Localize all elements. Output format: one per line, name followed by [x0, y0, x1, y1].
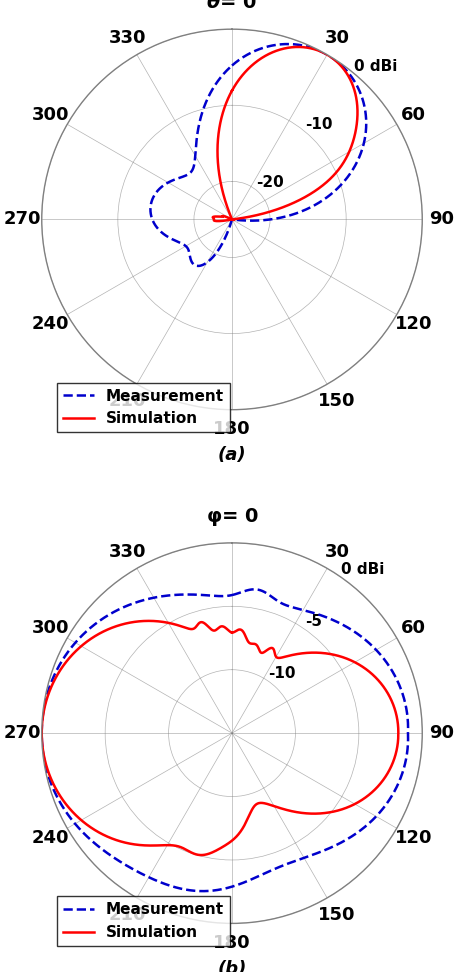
Simulation [350, 83, 356, 94]
Measurement [173, 235, 178, 247]
Title: $\boldsymbol{\varphi}$= 0: $\boldsymbol{\varphi}$= 0 [205, 506, 258, 528]
Simulation [370, 784, 376, 796]
Line: Simulation: Simulation [42, 621, 397, 855]
Measurement [229, 59, 234, 71]
Simulation [229, 214, 234, 226]
Simulation [263, 644, 269, 656]
Simulation [300, 42, 306, 53]
Legend: Measurement, Simulation: Measurement, Simulation [57, 896, 230, 946]
Text: (a): (a) [217, 446, 246, 465]
Measurement [333, 616, 339, 628]
Measurement [332, 615, 338, 627]
Measurement [354, 81, 359, 92]
Simulation [303, 647, 308, 659]
Measurement [229, 589, 234, 601]
Simulation [304, 647, 310, 659]
Simulation [39, 727, 44, 739]
Line: Measurement: Measurement [150, 44, 365, 266]
Measurement [147, 202, 153, 214]
Measurement [56, 795, 62, 807]
Measurement [301, 40, 307, 52]
Simulation [255, 798, 260, 810]
Legend: Measurement, Simulation: Measurement, Simulation [57, 383, 230, 433]
Measurement [323, 49, 329, 60]
Simulation [324, 49, 329, 60]
Simulation [59, 793, 65, 805]
Simulation [229, 627, 234, 639]
Simulation [229, 627, 234, 639]
Simulation [210, 211, 216, 223]
Simulation [229, 85, 234, 96]
Simulation [229, 214, 234, 226]
Measurement [41, 701, 47, 712]
Simulation [351, 85, 357, 96]
Measurement [222, 590, 227, 602]
Text: (b): (b) [217, 960, 246, 972]
Measurement [229, 214, 234, 226]
Title: $\boldsymbol{\theta}$= 0: $\boldsymbol{\theta}$= 0 [206, 0, 257, 13]
Measurement [229, 589, 234, 601]
Simulation [229, 85, 234, 96]
Line: Simulation: Simulation [212, 47, 357, 221]
Measurement [388, 791, 393, 803]
Measurement [229, 214, 234, 226]
Line: Measurement: Measurement [42, 589, 407, 891]
Measurement [39, 730, 44, 742]
Simulation [229, 214, 234, 226]
Measurement [282, 599, 288, 610]
Measurement [229, 59, 234, 71]
Simulation [42, 701, 48, 712]
Measurement [353, 80, 359, 91]
